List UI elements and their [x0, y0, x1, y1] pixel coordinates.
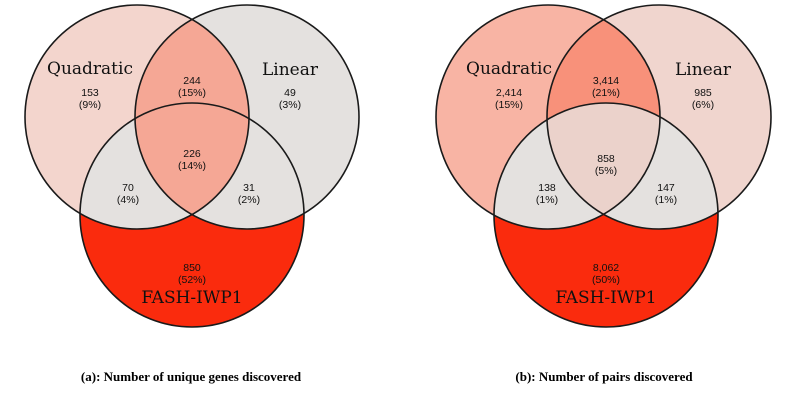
region-percent: (50%) [592, 274, 620, 286]
region-q-l-label: 3,414(21%) [592, 75, 620, 99]
region-l-f-label: 31(2%) [238, 182, 260, 206]
region-q-only-label: 2,414(15%) [495, 87, 523, 111]
region-percent: (21%) [592, 87, 620, 99]
region-q-f-label: 138(1%) [536, 182, 558, 206]
region-percent: (15%) [178, 87, 206, 99]
region-count: 244 [183, 75, 201, 87]
region-count: 226 [183, 148, 201, 160]
region-count: 2,414 [496, 87, 522, 99]
region-percent: (14%) [178, 160, 206, 172]
region-l-only-label: 49(3%) [279, 87, 301, 111]
quadratic-circle-outline [24, 4, 250, 230]
region-q-l-f-label: 226(14%) [178, 148, 206, 172]
region-count: 49 [284, 87, 296, 99]
region-q-l-f-label: 858(5%) [595, 153, 617, 177]
diagram-caption: (b): Number of pairs discovered [515, 369, 693, 384]
region-count: 850 [183, 262, 201, 274]
fash-circle-outline [79, 102, 305, 328]
region-count: 8,062 [593, 262, 619, 274]
region-percent: (4%) [117, 194, 139, 206]
region-count: 70 [122, 182, 134, 194]
region-count: 138 [538, 182, 556, 194]
linear-set-label: Linear [675, 60, 732, 80]
region-count: 985 [694, 87, 712, 99]
region-percent: (15%) [495, 99, 523, 111]
venn-diagram-b: Quadratic Linear FASH-IWP1 2,414(15%) 985(6%… [435, 4, 772, 384]
region-count: 31 [243, 182, 255, 194]
venn-diagram-a: Quadratic Linear FASH-IWP1 153(9%) 49(3%) 850… [24, 4, 360, 384]
linear-set-label: Linear [262, 60, 319, 80]
region-q-l-label: 244(15%) [178, 75, 206, 99]
linear-circle-outline [546, 4, 772, 230]
quadratic-set-label: Quadratic [466, 59, 552, 79]
quadratic-set-label: Quadratic [47, 59, 133, 79]
fash-set-label: FASH-IWP1 [555, 288, 656, 308]
region-percent: (2%) [238, 194, 260, 206]
region-count: 3,414 [593, 75, 619, 87]
fash-circle-outline [493, 102, 719, 328]
region-percent: (1%) [655, 194, 677, 206]
region-l-only-label: 985(6%) [692, 87, 714, 111]
region-q-f-label: 70(4%) [117, 182, 139, 206]
region-l-f-label: 147(1%) [655, 182, 677, 206]
region-f-only-label: 850(52%) [178, 262, 206, 286]
region-percent: (5%) [595, 165, 617, 177]
region-count: 147 [657, 182, 675, 194]
region-percent: (52%) [178, 274, 206, 286]
region-count: 858 [597, 153, 615, 165]
linear-circle-outline [134, 4, 360, 230]
region-q-only-label: 153(9%) [79, 87, 101, 111]
region-percent: (9%) [79, 99, 101, 111]
diagram-caption: (a): Number of unique genes discovered [81, 369, 302, 384]
region-percent: (6%) [692, 99, 714, 111]
region-percent: (3%) [279, 99, 301, 111]
region-percent: (1%) [536, 194, 558, 206]
region-f-only-label: 8,062(50%) [592, 262, 620, 286]
fash-set-label: FASH-IWP1 [141, 288, 242, 308]
region-count: 153 [81, 87, 99, 99]
